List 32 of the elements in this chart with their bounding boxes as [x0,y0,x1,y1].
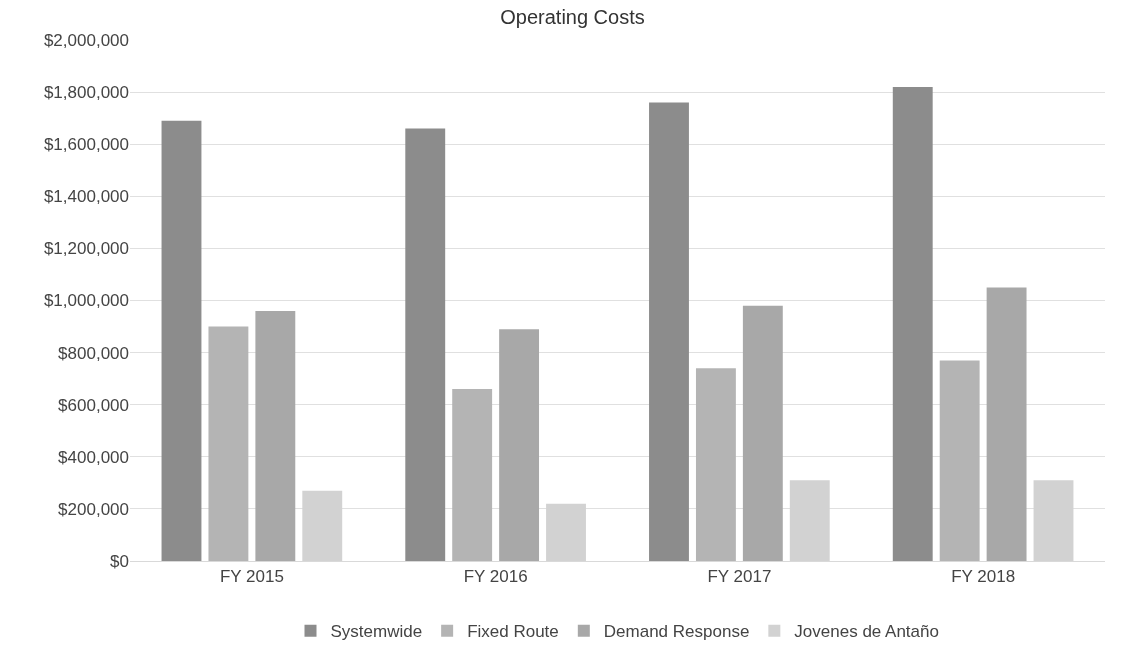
y-tick-label: $800,000 [58,343,129,363]
chart-title: Operating Costs [500,6,645,29]
bar [499,329,540,561]
x-tick-label: FY 2016 [463,567,528,587]
legend-label: Jovenes de Antaño [794,622,939,642]
y-tick-label: $1,800,000 [43,83,129,103]
bar [742,305,783,561]
y-tick-label: $200,000 [58,499,129,519]
y-tick-label: $1,400,000 [43,187,129,207]
x-tick-label: FY 2015 [219,567,284,587]
legend-label: Fixed Route [467,622,559,642]
bar [255,310,296,561]
y-tick-label: $1,200,000 [43,239,129,259]
bar [405,128,446,561]
y-tick-label: $600,000 [58,395,129,415]
bar [161,120,202,561]
y-tick-label: $400,000 [58,447,129,467]
legend-label: Demand Response [603,622,750,642]
bar [208,326,249,561]
y-tick-label: $1,600,000 [43,135,129,155]
x-tick-label: FY 2018 [951,567,1016,587]
y-tick-label: $1,000,000 [43,291,129,311]
y-tick-label: $2,000,000 [43,30,129,50]
x-tick-label: FY 2017 [707,567,772,587]
y-tick-label: $0 [110,551,129,571]
legend-label: Systemwide [330,622,423,642]
bar [695,368,736,561]
bar [649,102,689,561]
bar [452,389,493,561]
bar [892,86,933,561]
bar [939,360,980,561]
bar [986,287,1027,561]
